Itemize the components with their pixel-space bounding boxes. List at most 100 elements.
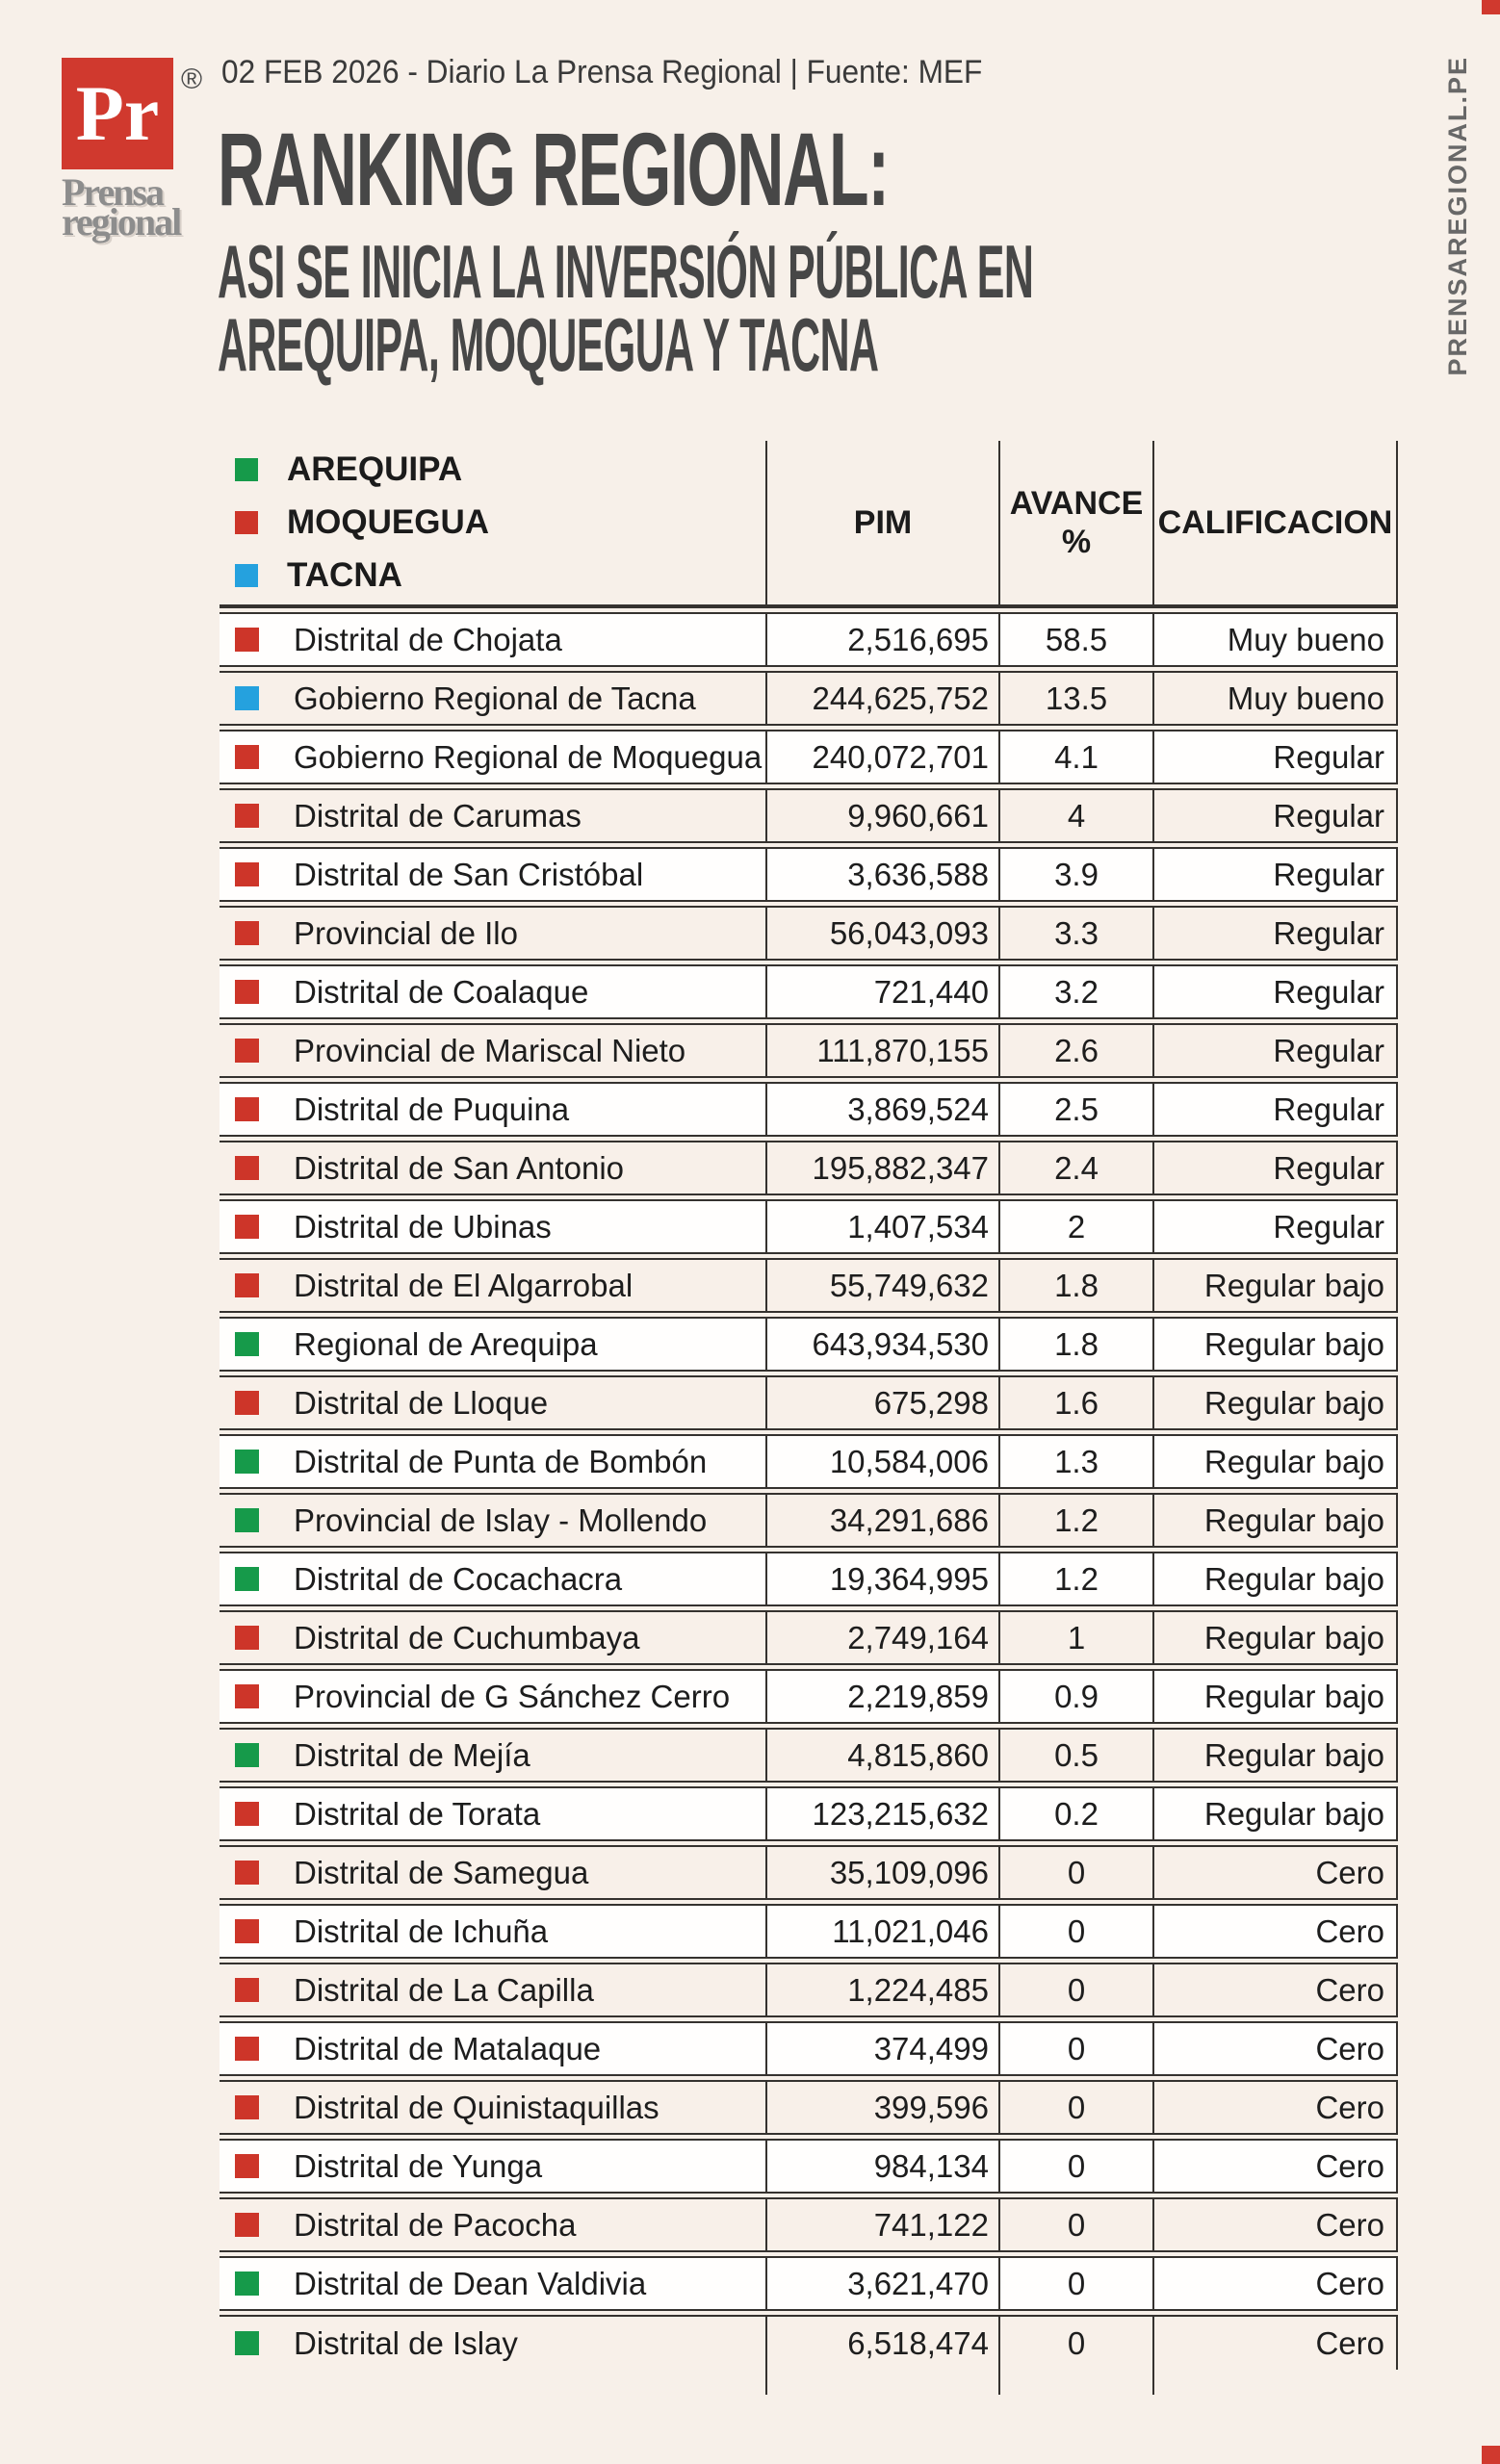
- pim-value: 1,407,534: [765, 1201, 998, 1252]
- table-row: Distrital de Yunga 984,134 0 Cero: [220, 2139, 1398, 2194]
- avance-value: 2: [998, 1201, 1152, 1252]
- pim-value: 123,215,632: [765, 1788, 998, 1839]
- pim-value: 19,364,995: [765, 1553, 998, 1604]
- calificacion-value: Regular: [1152, 790, 1398, 841]
- avance-value: 0.2: [998, 1788, 1152, 1839]
- pim-value: 984,134: [765, 2141, 998, 2192]
- pim-value: 643,934,530: [765, 1319, 998, 1370]
- legend-item-moquegua: MOQUEGUA: [235, 503, 489, 542]
- region-color-square: [235, 1215, 259, 1239]
- pim-value: 2,219,859: [765, 1671, 998, 1722]
- table-row: Distrital de Lloque 675,298 1.6 Regular baj…: [220, 1375, 1398, 1430]
- legend-item-tacna: TACNA: [235, 556, 489, 595]
- pim-value: 10,584,006: [765, 1436, 998, 1487]
- avance-value: 0: [998, 2082, 1152, 2133]
- entity-cell: Distrital de Cuchumbaya: [220, 1612, 765, 1663]
- avance-value: 1: [998, 1612, 1152, 1663]
- table-row: Distrital de Islay 6,518,474 0 Cero: [220, 2315, 1398, 2370]
- avance-value: 3.3: [998, 908, 1152, 959]
- table-row: Provincial de G Sánchez Cerro 2,219,859 0.…: [220, 1669, 1398, 1724]
- entity-name: Distrital de Pacocha: [294, 2206, 577, 2243]
- table-row: Distrital de Samegua 35,109,096 0 Cero: [220, 1845, 1398, 1900]
- entity-name: Distrital de Carumas: [294, 797, 582, 834]
- table-row: Provincial de Islay - Mollendo 34,291,686…: [220, 1493, 1398, 1548]
- region-color-square: [235, 1391, 259, 1415]
- region-color-square: [235, 1919, 259, 1943]
- entity-name: Distrital de Punta de Bombón: [294, 1443, 708, 1479]
- table-body: Distrital de Chojata 2,516,695 58.5 Muy bue…: [220, 612, 1398, 2370]
- avance-value: 0.5: [998, 1730, 1152, 1781]
- region-color-square: [235, 686, 259, 710]
- avance-value: 2.4: [998, 1142, 1152, 1194]
- calificacion-value: Regular: [1152, 1201, 1398, 1252]
- pim-value: 55,749,632: [765, 1260, 998, 1311]
- logo-wordmark-line1: Prensa: [62, 170, 165, 214]
- prensa-regional-logo: Pr: [62, 58, 173, 169]
- calificacion-value: Regular bajo: [1152, 1553, 1398, 1604]
- avance-value: 4.1: [998, 732, 1152, 783]
- region-color-square: [235, 2095, 259, 2119]
- pim-value: 6,518,474: [765, 2317, 998, 2370]
- region-color-square: [235, 1567, 259, 1591]
- entity-cell: Distrital de San Antonio: [220, 1142, 765, 1194]
- table-header-row: AREQUIPA MOQUEGUA TACNA PIM AVANCE % CAL…: [220, 441, 1398, 608]
- pim-value: 721,440: [765, 966, 998, 1017]
- page-title: RANKING REGIONAL:: [218, 111, 890, 227]
- calificacion-value: Regular bajo: [1152, 1319, 1398, 1370]
- calificacion-value: Muy bueno: [1152, 614, 1398, 665]
- pim-value: 3,621,470: [765, 2258, 998, 2309]
- legend: AREQUIPA MOQUEGUA TACNA: [220, 441, 765, 604]
- calificacion-value: Regular bajo: [1152, 1436, 1398, 1487]
- calificacion-value: Cero: [1152, 2082, 1398, 2133]
- entity-name: Distrital de Matalaque: [294, 2030, 602, 2066]
- table-row: Distrital de Torata 123,215,632 0.2 Regular…: [220, 1786, 1398, 1841]
- entity-name: Distrital de Puquina: [294, 1091, 570, 1127]
- pim-value: 1,224,485: [765, 1964, 998, 2015]
- table-row: Distrital de Cuchumbaya 2,749,164 1 Regular…: [220, 1610, 1398, 1665]
- entity-cell: Distrital de Cocachacra: [220, 1553, 765, 1604]
- table-row: Provincial de Ilo 56,043,093 3.3 Regular: [220, 906, 1398, 961]
- entity-cell: Distrital de La Capilla: [220, 1964, 765, 2015]
- pim-value: 675,298: [765, 1377, 998, 1428]
- pim-value: 2,749,164: [765, 1612, 998, 1663]
- region-color-square: [235, 2331, 259, 2355]
- region-color-square: [235, 2272, 259, 2296]
- avance-value: 58.5: [998, 614, 1152, 665]
- pim-value: 11,021,046: [765, 1906, 998, 1957]
- pim-value: 374,499: [765, 2023, 998, 2074]
- region-color-square: [235, 1802, 259, 1826]
- region-color-square: [235, 1156, 259, 1180]
- avance-header-line1: AVANCE: [1009, 485, 1144, 522]
- calificacion-value: Cero: [1152, 2199, 1398, 2250]
- moquegua-color-swatch: [235, 511, 258, 534]
- pim-value: 35,109,096: [765, 1847, 998, 1898]
- avance-value: 1.8: [998, 1260, 1152, 1311]
- entity-cell: Gobierno Regional de Tacna: [220, 673, 765, 724]
- calificacion-value: Regular: [1152, 966, 1398, 1017]
- entity-name: Provincial de Islay - Mollendo: [294, 1502, 708, 1538]
- calificacion-value: Regular: [1152, 1084, 1398, 1135]
- table-row: Distrital de Chojata 2,516,695 58.5 Muy bue…: [220, 612, 1398, 667]
- avance-value: 4: [998, 790, 1152, 841]
- region-color-square: [235, 1273, 259, 1297]
- calificacion-value: Cero: [1152, 2317, 1398, 2370]
- entity-name: Distrital de San Antonio: [294, 1149, 625, 1186]
- pim-value: 34,291,686: [765, 1495, 998, 1546]
- region-color-square: [235, 980, 259, 1004]
- region-color-square: [235, 1039, 259, 1063]
- entity-cell: Gobierno Regional de Moquegua: [220, 732, 765, 783]
- region-color-square: [235, 1097, 259, 1121]
- entity-name: Distrital de Chojata: [294, 621, 562, 657]
- logo-wordmark: Prensa regional: [62, 170, 182, 242]
- table-row: Gobierno Regional de Tacna 244,625,752 13.…: [220, 671, 1398, 726]
- region-color-square: [235, 1626, 259, 1650]
- avance-value: 1.2: [998, 1553, 1152, 1604]
- entity-name: Distrital de Dean Valdivia: [294, 2265, 647, 2301]
- entity-cell: Distrital de Carumas: [220, 790, 765, 841]
- entity-name: Distrital de San Cristóbal: [294, 856, 644, 892]
- table-row: Distrital de Carumas 9,960,661 4 Regular: [220, 788, 1398, 843]
- website-vertical-label: PRENSAREGIONAL.PE: [1443, 56, 1472, 376]
- entity-name: Provincial de Mariscal Nieto: [294, 1032, 686, 1068]
- entity-name: Gobierno Regional de Moquegua: [294, 738, 763, 775]
- entity-cell: Distrital de Torata: [220, 1788, 765, 1839]
